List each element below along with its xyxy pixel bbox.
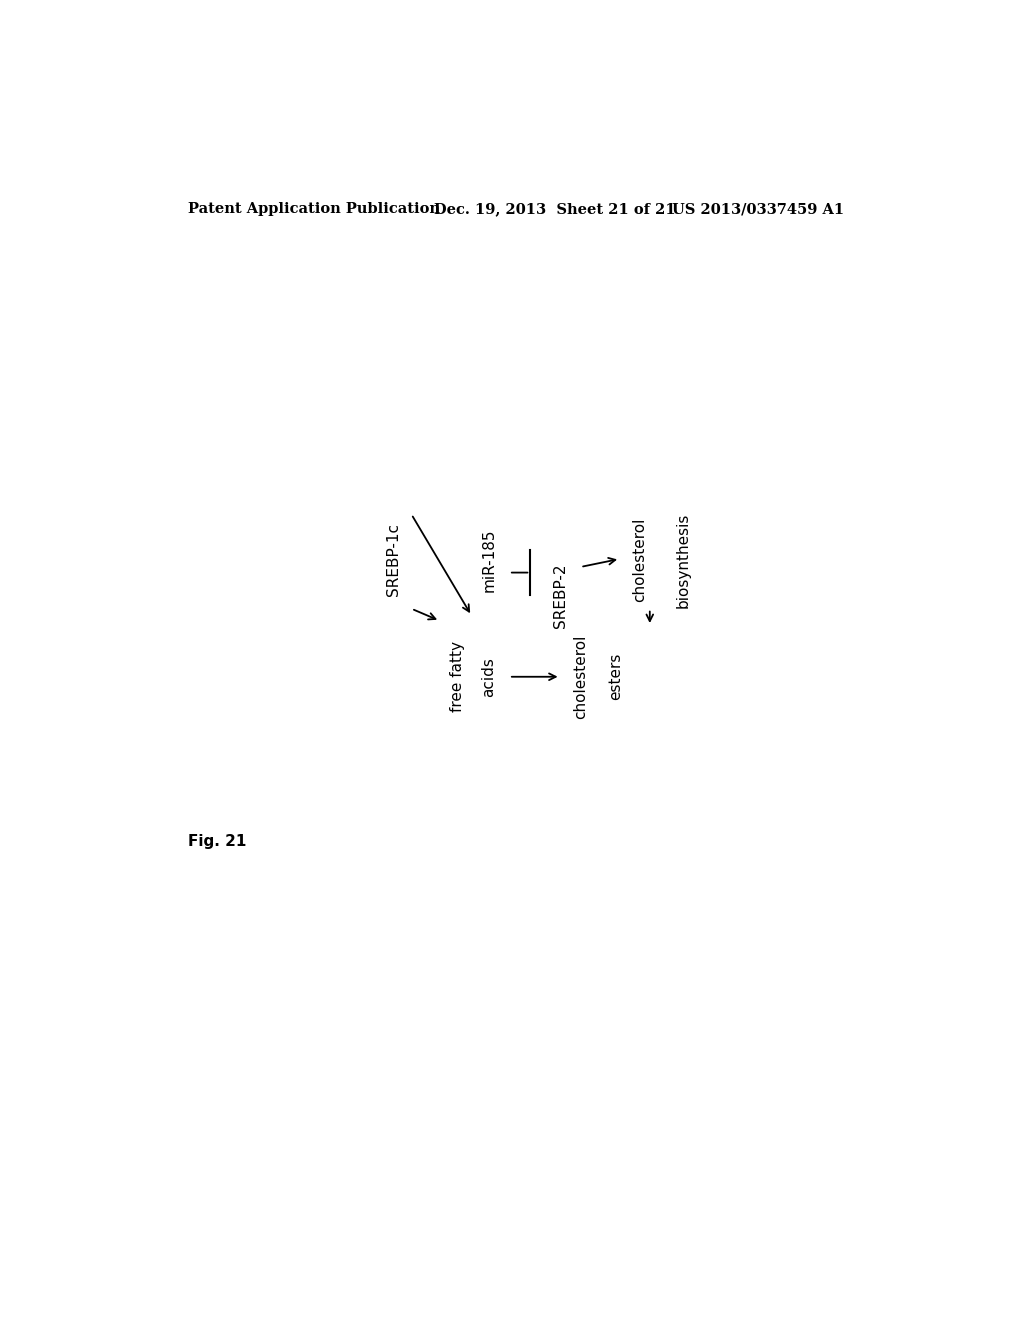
Text: cholesterol: cholesterol — [633, 517, 647, 602]
Text: Fig. 21: Fig. 21 — [187, 834, 246, 849]
Text: SREBP-2: SREBP-2 — [553, 564, 568, 628]
Text: SREBP-1c: SREBP-1c — [386, 523, 401, 597]
Text: cholesterol: cholesterol — [572, 635, 588, 719]
Text: free fatty: free fatty — [450, 642, 465, 713]
Text: Dec. 19, 2013  Sheet 21 of 21: Dec. 19, 2013 Sheet 21 of 21 — [433, 202, 675, 216]
Text: miR-185: miR-185 — [481, 528, 497, 591]
Text: acids: acids — [481, 657, 497, 697]
Text: esters: esters — [608, 653, 624, 701]
Text: Patent Application Publication: Patent Application Publication — [187, 202, 439, 216]
Text: biosynthesis: biosynthesis — [676, 512, 691, 607]
Text: US 2013/0337459 A1: US 2013/0337459 A1 — [672, 202, 844, 216]
